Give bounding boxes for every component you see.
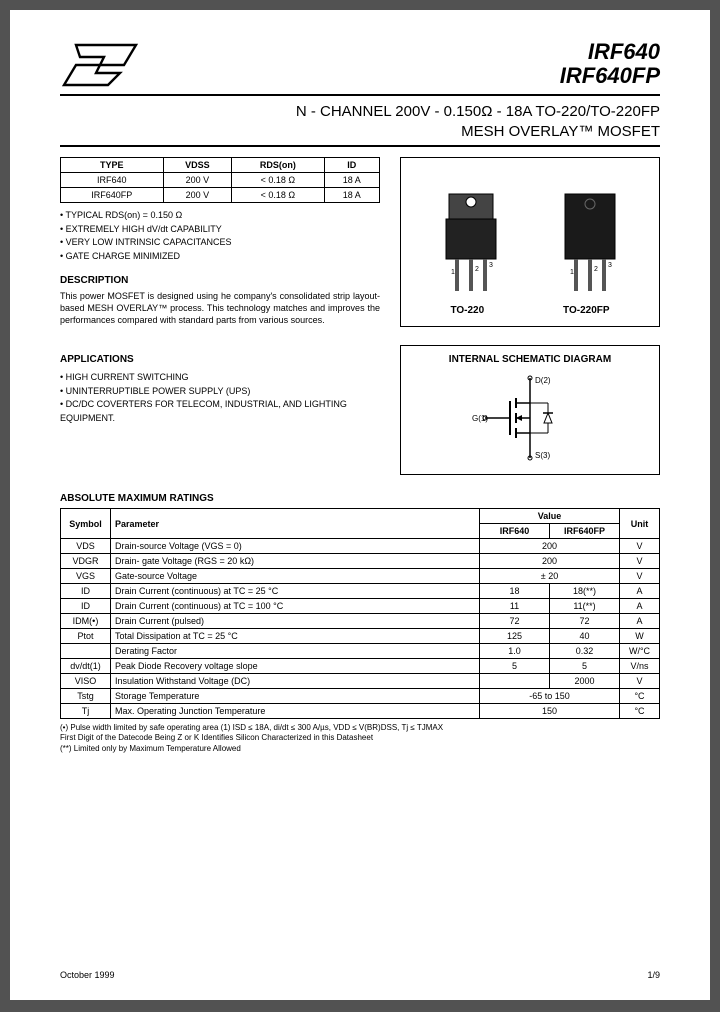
col-unit: Unit — [620, 509, 660, 539]
svg-text:3: 3 — [489, 262, 493, 269]
schematic-box: INTERNAL SCHEMATIC DIAGRAM D(2) S(3) G(1… — [400, 345, 660, 475]
list-item: UNINTERRUPTIBLE POWER SUPPLY (UPS) — [60, 385, 380, 399]
footnote-line: (•) Pulse width limited by safe operatin… — [60, 723, 660, 733]
table-row: Derating Factor1.00.32W/°C — [61, 644, 660, 659]
gate-label: G(1) — [472, 414, 488, 423]
datasheet-page: IRF640 IRF640FP N - CHANNEL 200V - 0.150… — [10, 10, 710, 1000]
col-irf640: IRF640 — [480, 524, 550, 539]
svg-text:3: 3 — [608, 262, 612, 269]
to220fp-icon: 1 2 3 — [550, 189, 630, 299]
description-heading: DESCRIPTION — [60, 275, 380, 286]
list-item: TYPICAL RDS(on) = 0.150 Ω — [60, 209, 380, 223]
package-box: 1 2 3 1 2 3 TO — [400, 157, 660, 327]
part-no-1: IRF640 — [560, 40, 660, 64]
features-list: TYPICAL RDS(on) = 0.150 ΩEXTREMELY HIGH … — [60, 209, 380, 263]
list-item: DC/DC COVERTERS FOR TELECOM, INDUSTRIAL,… — [60, 398, 380, 425]
left-column: TYPEVDSSRDS(on)ID IRF640200 V< 0.18 Ω18 … — [60, 157, 380, 475]
footer: October 1999 1/9 — [60, 970, 660, 980]
table-row: VDGRDrain- gate Voltage (RGS = 20 kΩ)200… — [61, 554, 660, 569]
source-label: S(3) — [535, 451, 550, 460]
table-row: IDDrain Current (continuous) at TC = 100… — [61, 599, 660, 614]
applications-heading: APPLICATIONS — [60, 354, 380, 365]
col-irf640fp: IRF640FP — [550, 524, 620, 539]
footer-date: October 1999 — [60, 970, 115, 980]
table-row: IRF640FP200 V< 0.18 Ω18 A — [61, 188, 380, 203]
footer-page: 1/9 — [647, 970, 660, 980]
part-numbers: IRF640 IRF640FP — [560, 40, 660, 88]
col-value: Value — [480, 509, 620, 524]
description-text: This power MOSFET is designed using he c… — [60, 290, 380, 326]
spec-header: VDSS — [163, 158, 232, 173]
list-item: VERY LOW INTRINSIC CAPACITANCES — [60, 236, 380, 250]
spec-header: ID — [324, 158, 379, 173]
list-item: EXTREMELY HIGH dV/dt CAPABILITY — [60, 223, 380, 237]
table-row: VGSGate-source Voltage± 20V — [61, 569, 660, 584]
svg-text:2: 2 — [594, 266, 598, 273]
ratings-table: Symbol Parameter Value Unit IRF640 IRF64… — [60, 508, 660, 719]
title-line-2: MESH OVERLAY™ MOSFET — [60, 122, 660, 142]
col-symbol: Symbol — [61, 509, 111, 539]
part-no-2: IRF640FP — [560, 64, 660, 88]
table-row: TjMax. Operating Junction Temperature150… — [61, 704, 660, 719]
table-row: IDM(•)Drain Current (pulsed)7272A — [61, 614, 660, 629]
table-row: VISOInsulation Withstand Voltage (DC)200… — [61, 674, 660, 689]
ratings-heading: ABSOLUTE MAXIMUM RATINGS — [60, 493, 660, 504]
table-row: TstgStorage Temperature-65 to 150°C — [61, 689, 660, 704]
right-column: 1 2 3 1 2 3 TO — [400, 157, 660, 475]
list-item: HIGH CURRENT SWITCHING — [60, 371, 380, 385]
footnote-line: (**) Limited only by Maximum Temperature… — [60, 744, 660, 754]
to220-icon: 1 2 3 — [431, 189, 511, 299]
mosfet-schematic-icon: D(2) S(3) G(1) — [470, 373, 590, 463]
page-title: N - CHANNEL 200V - 0.150Ω - 18A TO-220/T… — [60, 102, 660, 141]
footnotes: (•) Pulse width limited by safe operatin… — [60, 723, 660, 754]
drain-label: D(2) — [535, 376, 551, 385]
table-row: IDDrain Current (continuous) at TC = 25 … — [61, 584, 660, 599]
list-item: GATE CHARGE MINIMIZED — [60, 250, 380, 264]
footnote-line: First Digit of the Datecode Being Z or K… — [60, 733, 660, 743]
svg-text:2: 2 — [475, 266, 479, 273]
spec-header: RDS(on) — [232, 158, 324, 173]
table-row: dv/dt(1)Peak Diode Recovery voltage slop… — [61, 659, 660, 674]
title-line-1: N - CHANNEL 200V - 0.150Ω - 18A TO-220/T… — [60, 102, 660, 122]
applications-list: HIGH CURRENT SWITCHINGUNINTERRUPTIBLE PO… — [60, 371, 380, 425]
st-logo — [60, 40, 140, 90]
table-row: VDSDrain-source Voltage (VGS = 0)200V — [61, 539, 660, 554]
table-row: PtotTotal Dissipation at TC = 25 °C12540… — [61, 629, 660, 644]
svg-text:1: 1 — [451, 269, 455, 276]
pkg-label-b: TO-220FP — [563, 305, 610, 316]
spec-header: TYPE — [61, 158, 164, 173]
table-row: IRF640200 V< 0.18 Ω18 A — [61, 173, 380, 188]
col-parameter: Parameter — [111, 509, 480, 539]
divider — [60, 145, 660, 147]
spec-table: TYPEVDSSRDS(on)ID IRF640200 V< 0.18 Ω18 … — [60, 157, 380, 203]
pkg-label-a: TO-220 — [450, 305, 484, 316]
header: IRF640 IRF640FP — [60, 40, 660, 90]
schematic-title: INTERNAL SCHEMATIC DIAGRAM — [409, 354, 651, 365]
svg-text:1: 1 — [570, 269, 574, 276]
divider — [60, 94, 660, 96]
